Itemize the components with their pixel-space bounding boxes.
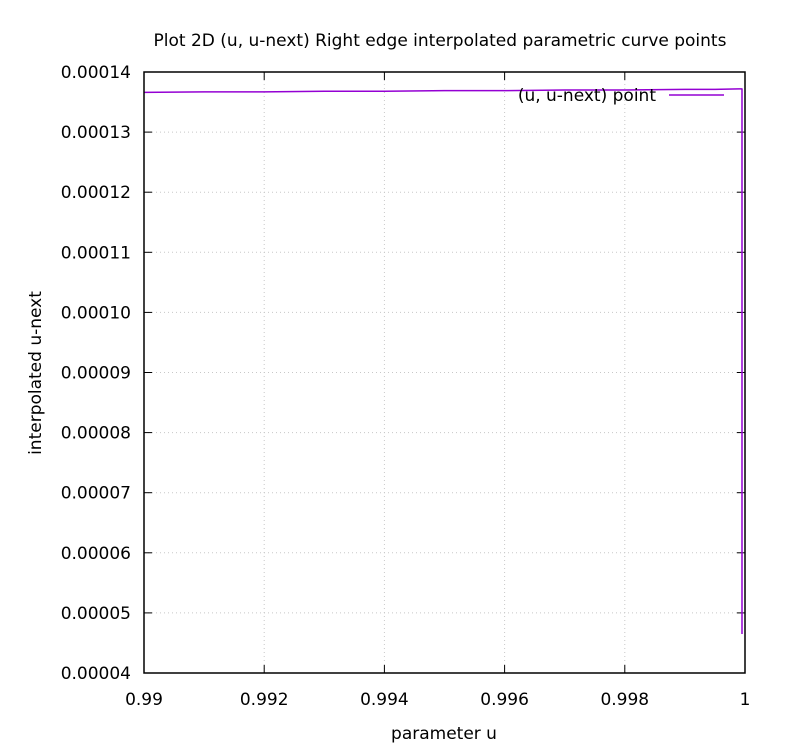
y-tick-label: 0.00011 bbox=[61, 243, 131, 263]
y-tick-label: 0.00010 bbox=[61, 303, 131, 323]
y-tick-label: 0.00008 bbox=[61, 424, 131, 444]
y-axis-label: interpolated u-next bbox=[26, 291, 46, 455]
legend-label: (u, u-next) point bbox=[518, 86, 657, 106]
x-tick-label: 0.99 bbox=[125, 690, 163, 710]
axis-ticks: 0.99 0.992 0.994 0.996 0.998 1 0.00004 0.00005 0… bbox=[61, 63, 751, 710]
x-tick-label: 0.996 bbox=[480, 690, 529, 710]
x-tick-label: 0.992 bbox=[240, 690, 289, 710]
y-tick-label: 0.00006 bbox=[61, 544, 131, 564]
series-layer bbox=[143, 88, 743, 634]
y-tick-label: 0.00012 bbox=[61, 183, 131, 203]
x-axis-label: parameter u bbox=[391, 724, 497, 744]
y-tick-label: 0.00014 bbox=[61, 63, 131, 83]
chart-title: Plot 2D (u, u-next) Right edge interpola… bbox=[154, 31, 727, 51]
y-tick-label: 0.00013 bbox=[61, 123, 131, 143]
y-tick-label: 0.00005 bbox=[61, 604, 131, 624]
legend: (u, u-next) point bbox=[518, 86, 724, 106]
plot-frame bbox=[143, 71, 746, 674]
y-tick-label: 0.00004 bbox=[61, 664, 131, 684]
x-tick-label: 0.994 bbox=[360, 690, 409, 710]
y-tick-label: 0.00009 bbox=[61, 364, 131, 384]
x-tick-label: 1 bbox=[740, 690, 751, 710]
series-line bbox=[143, 88, 743, 634]
grid bbox=[144, 72, 745, 673]
y-tick-label: 0.00007 bbox=[61, 484, 131, 504]
x-tick-label: 0.998 bbox=[600, 690, 649, 710]
